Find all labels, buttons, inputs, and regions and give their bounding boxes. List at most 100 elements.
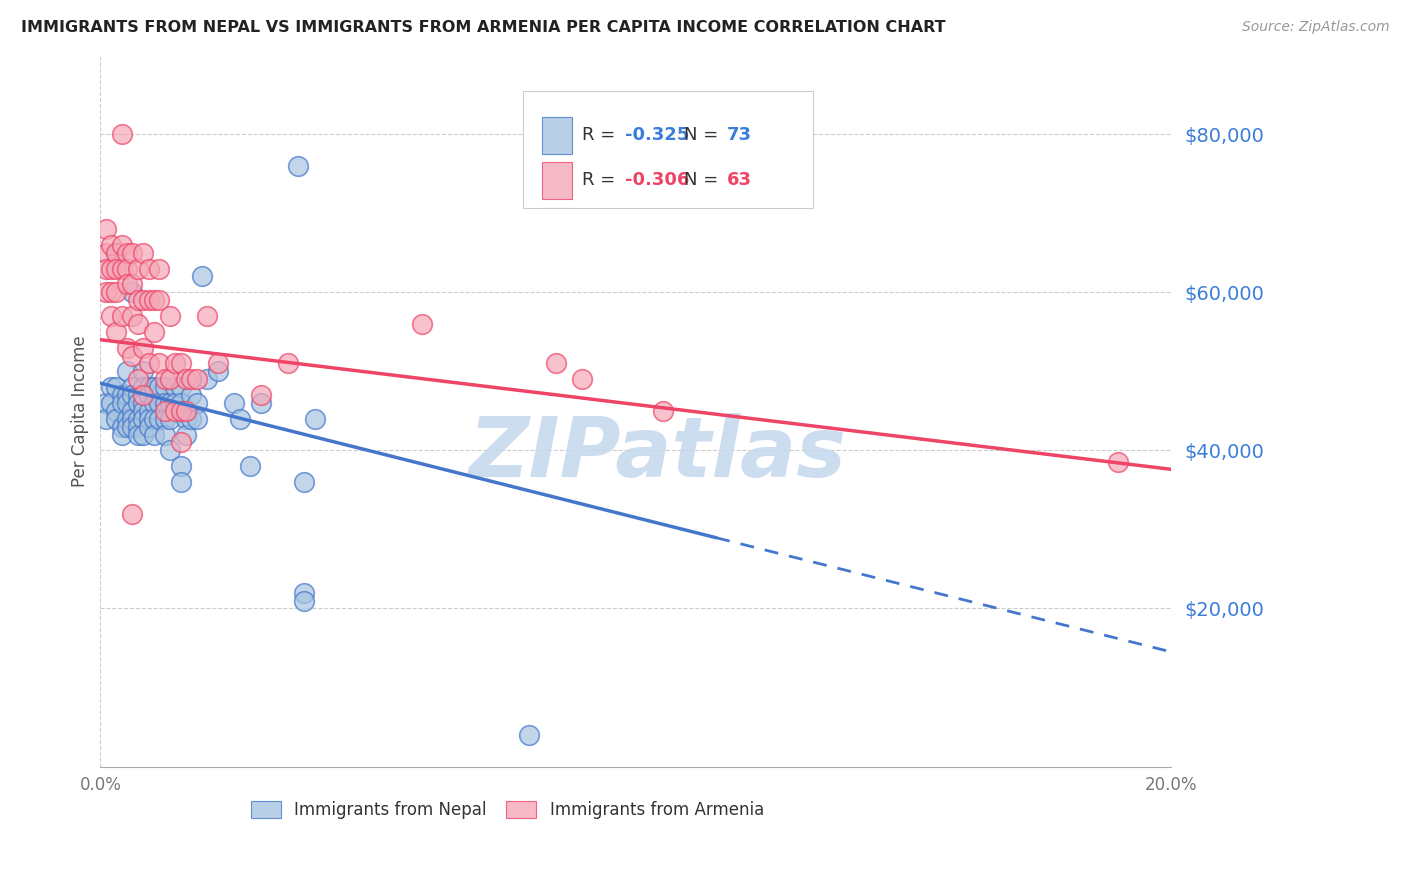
Point <box>148 380 170 394</box>
Point <box>138 404 160 418</box>
Point <box>132 245 155 260</box>
Point <box>94 261 117 276</box>
Point <box>142 325 165 339</box>
Point <box>105 261 128 276</box>
Point <box>571 372 593 386</box>
Point <box>121 419 143 434</box>
Point <box>1107 455 1129 469</box>
Point <box>250 396 273 410</box>
Point <box>111 261 134 276</box>
Point <box>411 317 433 331</box>
Point <box>153 396 176 410</box>
Point <box>651 404 673 418</box>
Point <box>138 411 160 425</box>
Point <box>159 372 181 386</box>
Point <box>165 380 187 394</box>
Point <box>105 411 128 425</box>
Point <box>94 245 117 260</box>
Point <box>170 396 193 410</box>
Point <box>239 459 262 474</box>
Point <box>153 411 176 425</box>
Point <box>153 427 176 442</box>
Text: -0.306: -0.306 <box>626 171 689 189</box>
Point <box>148 411 170 425</box>
Point <box>121 380 143 394</box>
Point <box>186 396 208 410</box>
Point <box>186 372 208 386</box>
Point <box>174 372 197 386</box>
Point <box>121 388 143 402</box>
Point <box>132 396 155 410</box>
Point <box>121 245 143 260</box>
Point <box>138 388 160 402</box>
Point <box>127 388 149 402</box>
Point <box>127 293 149 308</box>
Point <box>121 507 143 521</box>
Point <box>159 411 181 425</box>
Point <box>132 411 155 425</box>
Point <box>132 293 155 308</box>
Point <box>142 427 165 442</box>
Point <box>148 261 170 276</box>
Point <box>121 404 143 418</box>
Point <box>142 411 165 425</box>
Point <box>127 261 149 276</box>
Point <box>132 427 155 442</box>
Point <box>100 261 122 276</box>
Point <box>115 245 138 260</box>
Point <box>180 388 202 402</box>
Point <box>186 411 208 425</box>
Point <box>197 309 219 323</box>
Point <box>159 396 181 410</box>
Point <box>105 404 128 418</box>
Point <box>127 419 149 434</box>
Point <box>197 372 219 386</box>
Point <box>153 404 176 418</box>
Point <box>105 245 128 260</box>
Point <box>115 388 138 402</box>
Point <box>174 404 197 418</box>
Point <box>121 349 143 363</box>
Text: Source: ZipAtlas.com: Source: ZipAtlas.com <box>1241 20 1389 34</box>
Point <box>100 396 122 410</box>
Point <box>132 364 155 378</box>
Point <box>127 372 149 386</box>
Point <box>207 364 229 378</box>
Point <box>127 411 149 425</box>
Point <box>287 159 309 173</box>
Point <box>165 356 187 370</box>
Point <box>159 443 181 458</box>
Y-axis label: Per Capita Income: Per Capita Income <box>72 335 89 487</box>
Point <box>228 411 250 425</box>
Point <box>142 380 165 394</box>
Point <box>148 293 170 308</box>
Point <box>142 293 165 308</box>
Point <box>292 593 315 607</box>
Point <box>292 585 315 599</box>
Point <box>94 411 117 425</box>
Point <box>100 380 122 394</box>
Point <box>121 309 143 323</box>
Point <box>170 380 193 394</box>
Point <box>170 356 193 370</box>
Point <box>165 396 187 410</box>
Point <box>115 261 138 276</box>
Point <box>277 356 299 370</box>
Point <box>224 396 246 410</box>
Point <box>138 261 160 276</box>
Point <box>153 372 176 386</box>
Point <box>115 396 138 410</box>
Text: 73: 73 <box>727 126 752 145</box>
Point <box>170 459 193 474</box>
Point <box>111 309 134 323</box>
Point <box>138 380 160 394</box>
Point <box>111 396 134 410</box>
FancyBboxPatch shape <box>541 117 572 153</box>
Point <box>132 388 155 402</box>
Point <box>191 269 214 284</box>
Point <box>105 245 128 260</box>
Point <box>132 380 155 394</box>
Point <box>174 427 197 442</box>
Text: R =: R = <box>582 171 621 189</box>
Point <box>517 728 540 742</box>
